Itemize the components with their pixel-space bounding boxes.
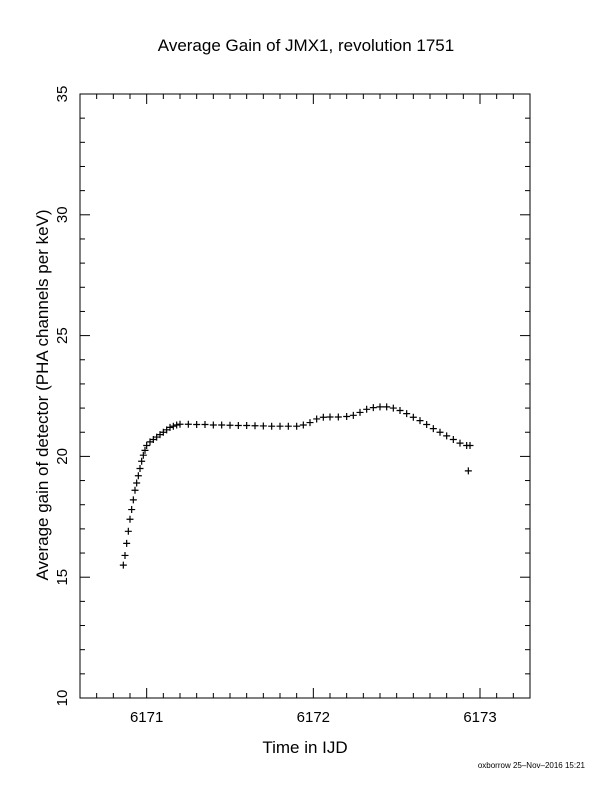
- data-point: [369, 404, 377, 412]
- data-point: [124, 527, 132, 535]
- data-point: [443, 432, 451, 440]
- data-point: [129, 496, 137, 504]
- data-point: [259, 422, 267, 430]
- data-point: [141, 446, 149, 454]
- data-point: [193, 421, 201, 429]
- data-point: [284, 422, 292, 430]
- y-tick-label: 15: [54, 569, 71, 586]
- data-point: [389, 404, 397, 412]
- data-point: [136, 464, 144, 472]
- data-point: [409, 413, 417, 421]
- data-point: [313, 415, 321, 423]
- data-point: [276, 422, 284, 430]
- footer-credit: oxborrow 25–Nov–2016 15:21: [477, 761, 585, 770]
- x-axis-label: Time in IJD: [262, 738, 348, 757]
- data-point: [268, 422, 276, 430]
- data-point: [209, 421, 217, 429]
- data-point: [306, 419, 314, 427]
- data-point: [173, 421, 181, 429]
- data-point: [363, 405, 371, 413]
- data-point: [138, 457, 146, 465]
- data-point: [416, 417, 424, 425]
- data-point: [234, 421, 242, 429]
- data-point: [133, 479, 141, 487]
- y-tick-label: 35: [54, 86, 71, 103]
- data-point: [319, 413, 327, 421]
- data-point: [131, 486, 139, 494]
- data-point: [376, 403, 384, 411]
- data-point: [334, 413, 342, 421]
- data-point: [349, 411, 357, 419]
- x-tick-label: 6172: [297, 709, 330, 726]
- plot-frame: [79, 93, 531, 699]
- data-point: [166, 423, 174, 431]
- data-point: [134, 472, 142, 480]
- data-point: [184, 420, 192, 428]
- data-point: [243, 421, 251, 429]
- data-point: [326, 413, 334, 421]
- x-tick-label: 6171: [130, 709, 163, 726]
- y-tick-label: 10: [54, 690, 71, 707]
- data-point: [121, 551, 129, 559]
- data-point: [251, 422, 259, 430]
- data-point: [466, 442, 474, 450]
- data-point: [176, 420, 184, 428]
- y-tick-label: 20: [54, 448, 71, 465]
- data-point: [436, 428, 444, 436]
- data-point: [126, 515, 134, 523]
- data-point: [464, 467, 472, 475]
- data-point: [201, 421, 209, 429]
- data-point: [128, 506, 136, 514]
- data-point: [169, 422, 177, 430]
- y-tick-label: 30: [54, 206, 71, 223]
- data-point: [449, 435, 457, 443]
- data-point: [299, 421, 307, 429]
- data-point: [396, 406, 404, 414]
- data-point: [293, 422, 301, 430]
- data-point: [383, 403, 391, 411]
- x-tick-label: 6173: [463, 709, 496, 726]
- data-point: [226, 421, 234, 429]
- data-point: [139, 451, 147, 459]
- chart-title: Average Gain of JMX1, revolution 1751: [157, 36, 455, 55]
- data-point: [403, 410, 411, 418]
- data-point: [143, 442, 151, 450]
- data-point: [343, 413, 351, 421]
- data-point: [119, 561, 127, 569]
- data-point: [218, 421, 226, 429]
- data-point: [356, 408, 364, 416]
- data-point: [123, 539, 131, 547]
- data-point: [456, 439, 464, 447]
- y-tick-label: 25: [54, 327, 71, 344]
- data-point: [429, 425, 437, 433]
- data-point: [423, 421, 431, 429]
